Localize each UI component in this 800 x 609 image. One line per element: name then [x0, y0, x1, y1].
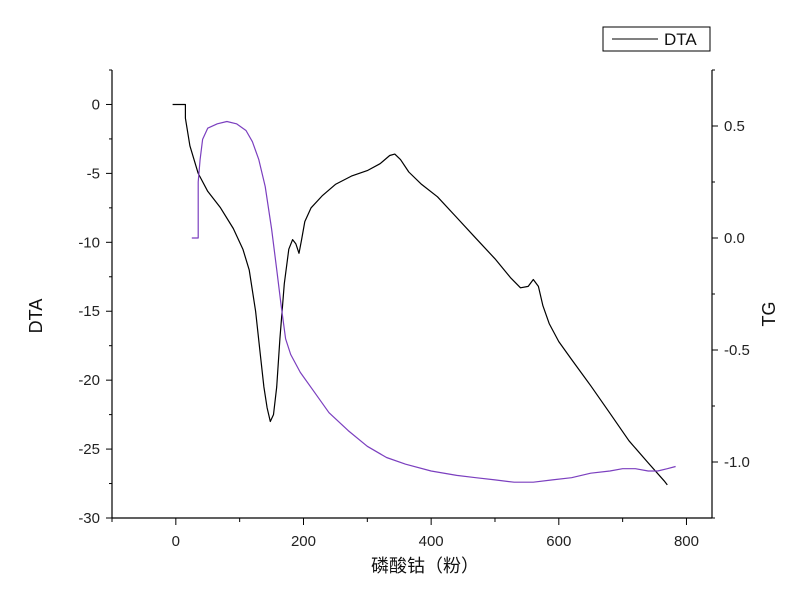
x-axis-title: 磷酸钴（粉）: [371, 556, 479, 576]
left-tick-label: -5: [87, 165, 100, 182]
left-tick-label: -25: [78, 441, 100, 458]
left-tick-label: 0: [92, 96, 100, 113]
legend: DTA: [602, 26, 711, 52]
right-y-axis: 0.5 0.0 -0.5 -1.0: [711, 69, 750, 519]
left-tick-label: -20: [78, 372, 100, 389]
series-layer: [172, 103, 676, 486]
x-tick-label: 800: [674, 533, 699, 550]
x-tick-label: 200: [291, 533, 316, 550]
tg-series-line: [191, 120, 676, 483]
left-y-axis-title: DTA: [26, 299, 46, 334]
right-tick-label: -1.0: [724, 454, 750, 471]
x-axis: 0 200 400 600 800: [111, 517, 712, 550]
x-tick-label: 400: [419, 533, 444, 550]
left-tick-label: -10: [78, 234, 100, 251]
right-tick-label: -0.5: [724, 342, 750, 359]
right-tick-label: 0.0: [724, 230, 745, 247]
right-y-axis-title: TG: [759, 302, 779, 327]
right-tick-label: 0.5: [724, 118, 745, 135]
left-tick-label: -15: [78, 303, 100, 320]
legend-label-dta: DTA: [664, 30, 697, 49]
x-tick-label: 600: [546, 533, 571, 550]
x-tick-label: 0: [172, 533, 180, 550]
left-tick-label: -30: [78, 510, 100, 527]
dta-series-line: [172, 103, 668, 486]
left-y-axis: 0 -5 -10 -15 -20 -25 -30: [78, 69, 113, 527]
